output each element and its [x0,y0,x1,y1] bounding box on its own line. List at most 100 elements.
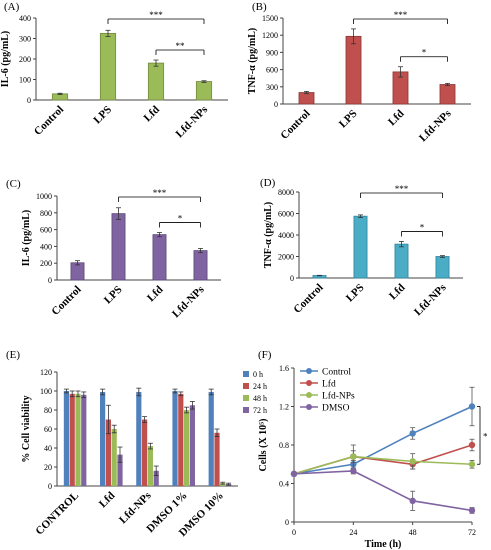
y-tick-label: 80 [44,406,52,415]
significance-label: *** [149,10,163,20]
bar [439,84,456,105]
category-label: Control [32,104,66,138]
y-tick-label: 0 [274,100,278,109]
category-label: CONTROL [33,490,81,538]
panel-label: (D) [260,177,276,189]
y-tick-label: 6000 [278,210,294,219]
data-point [409,458,416,465]
panel-label: (F) [258,349,272,361]
bar [193,250,208,281]
x-tick-label: 0 [292,528,296,537]
y-tick-label: 600 [266,66,278,75]
panel-label: (E) [6,349,20,361]
y-tick-label: 1000 [36,192,52,201]
y-tick-label: 0 [290,274,294,283]
bar [99,32,117,101]
category-label: Lfd [142,104,163,125]
legend-label: 0 h [253,370,263,379]
data-point [468,441,476,449]
series-line [293,455,473,475]
x-tick-label: 48 [409,528,417,537]
bar [184,410,190,486]
significance-label: *** [394,10,408,20]
category-label: Control [49,284,83,318]
category-label: Lfd [386,108,407,129]
bar [435,256,450,279]
legend: 0 h 24 h 48 h 72 h [243,370,267,415]
category-label: Lfd-NPs [170,283,207,320]
data-point [468,403,476,410]
panel-label: (B) [252,1,267,13]
y-axis-label: TNF-α (pg/mL) [247,28,258,94]
x-tick-label: 72 [468,528,476,537]
legend-swatch [243,371,249,377]
category-label: LPS [344,282,367,305]
category-label: LPS [102,284,125,307]
category-label: LPS [91,104,114,127]
y-tick-label: 0.8 [279,441,289,450]
data-point [409,430,416,437]
data-point [468,507,476,514]
bar [147,446,153,486]
legend-swatch-marker [306,380,312,386]
legend-swatch-marker [306,368,312,374]
bar [172,391,178,486]
data-point [409,497,416,505]
y-tick-label: 1500 [262,14,278,23]
y-tick-label: 600 [40,226,52,235]
series-line [293,470,473,512]
category-label: Control [291,282,325,316]
x-axis-label: Time (h) [365,539,402,550]
panel-F: (F) 0 0.4 0.8 1.2 1.6 Cells (X 10⁵) 0 24 48 72 Time… [258,349,488,550]
significance-label: ** [176,41,186,51]
bar [105,419,111,486]
bar [111,429,117,486]
legend-label: 24 h [253,382,267,391]
bar [100,391,106,486]
category-label: Lfd-NPs [417,107,454,144]
y-tick-label: 400 [19,14,31,23]
data-point [350,467,357,475]
y-tick-label: 4000 [278,231,294,240]
bar [117,454,123,486]
panel-D: (D) 0 2000 4000 6000 8000 TNF-α (pg/mL) Control… [260,177,463,318]
bar [195,81,213,101]
panel-C: (C) 0 200 400 600 800 1000 IL-6 (pg/mL) Control L… [6,178,221,320]
y-tick-label: 300 [19,35,31,44]
significance-label: * [483,431,488,441]
bar [69,393,75,486]
legend-label: Lfd [322,379,336,390]
y-tick-label: 100 [40,387,52,396]
y-axis-label: TNF-α (pg/mL) [263,202,274,268]
bar [208,391,214,486]
bar [111,213,126,281]
data-point [468,461,476,468]
panel-E: (E) 0 20 40 60 80 100 120 % Cell viability CONTRO… [6,349,267,539]
series-lfd [290,438,476,478]
legend-swatch [243,383,249,389]
bar [178,393,184,486]
significance-label: *** [395,184,409,194]
legend-swatch [243,407,249,413]
panel-B: (B) 0 300 600 900 1200 1500 TNF-α (pg/mL) Contro… [247,1,471,144]
legend-label: Control [322,368,351,378]
y-axis-label: IL-6 (pg/mL) [0,31,11,87]
data-point [290,470,298,478]
category-label: Lfd-NPs [117,489,154,526]
significance-label: * [178,214,183,224]
y-tick-label: 1200 [262,31,278,40]
significance-label: *** [153,188,167,198]
bar [152,234,167,281]
bar [220,483,226,486]
y-tick-label: 0 [27,96,31,105]
y-tick-label: 8000 [278,188,294,197]
x-tick-label: 24 [349,528,357,537]
legend-swatch-marker [306,392,312,398]
bar [189,405,195,486]
significance-label: * [422,48,427,58]
category-label: Lfd [97,490,118,511]
y-axis-label: IL-6 (pg/mL) [21,210,32,266]
y-tick-label: 2000 [278,253,294,262]
